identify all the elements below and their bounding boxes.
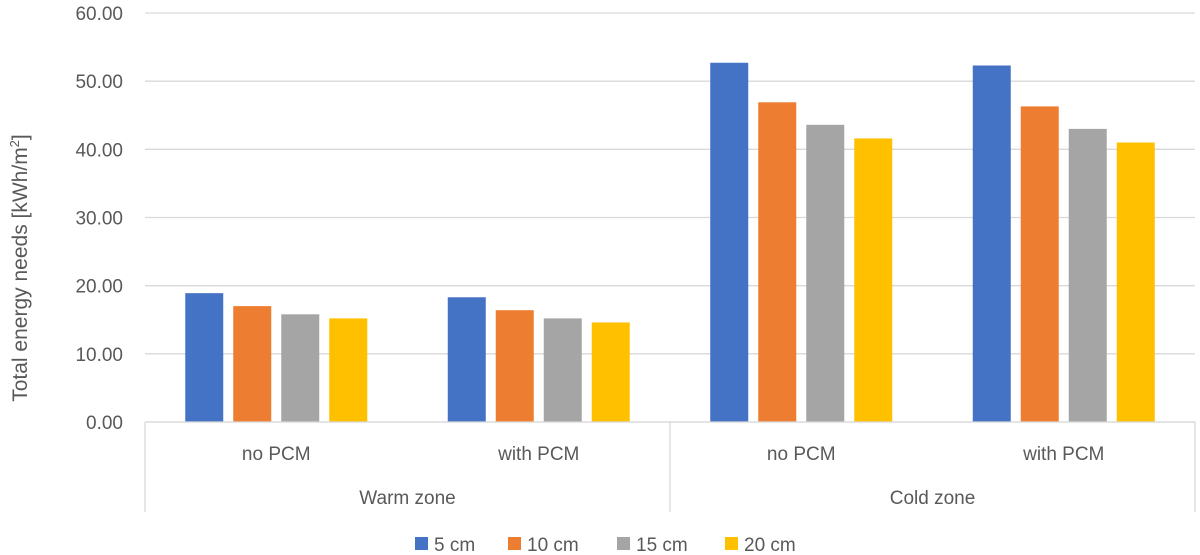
gridlines bbox=[145, 12, 1195, 423]
y-tick-label: 60.00 bbox=[75, 4, 123, 25]
legend-label: 15 cm bbox=[636, 535, 688, 555]
bar-5-cm-0 bbox=[185, 293, 224, 422]
legend-label: 10 cm bbox=[527, 535, 579, 555]
x-axis: no PCM with PCM no PCM with PCM Warm zone Col… bbox=[144, 421, 1196, 512]
x-group-label: Cold zone bbox=[890, 488, 976, 509]
y-tick-label: 40.00 bbox=[75, 140, 123, 161]
x-category-label: no PCM bbox=[242, 444, 311, 465]
bar-10-cm-3 bbox=[1020, 106, 1059, 422]
bar-5-cm-1 bbox=[447, 297, 486, 422]
bar-15-cm-1 bbox=[543, 318, 582, 422]
bar-20-cm-1 bbox=[591, 322, 630, 422]
bar-10-cm-2 bbox=[758, 102, 797, 422]
y-tick-label: 50.00 bbox=[75, 72, 123, 93]
legend-swatch bbox=[725, 537, 738, 550]
y-tick-label: 20.00 bbox=[75, 277, 123, 298]
y-tick-label: 10.00 bbox=[75, 345, 123, 366]
y-axis-label: Total energy needs [kWh/m2] bbox=[7, 134, 32, 402]
y-tick-label: 0.00 bbox=[86, 413, 123, 434]
legend-label: 20 cm bbox=[744, 535, 796, 555]
x-category-label: with PCM bbox=[1022, 444, 1104, 465]
bar-10-cm-0 bbox=[233, 306, 272, 422]
bar-10-cm-1 bbox=[495, 310, 534, 422]
bar-15-cm-2 bbox=[806, 124, 845, 422]
legend-swatch bbox=[617, 537, 630, 550]
bar-15-cm-3 bbox=[1068, 128, 1107, 422]
y-axis-ticks: 0.00 10.00 20.00 30.00 40.00 50.00 60.00 bbox=[75, 4, 123, 434]
y-tick-label: 30.00 bbox=[75, 209, 123, 230]
bars bbox=[185, 62, 1155, 423]
legend-swatch bbox=[508, 537, 521, 550]
legend: 5 cm 10 cm 15 cm 20 cm bbox=[415, 535, 796, 555]
legend-swatch bbox=[415, 537, 428, 550]
bar-20-cm-3 bbox=[1116, 142, 1155, 422]
bar-20-cm-2 bbox=[854, 138, 893, 422]
bar-15-cm-0 bbox=[281, 314, 320, 422]
x-category-label: with PCM bbox=[497, 444, 579, 465]
legend-label: 5 cm bbox=[434, 535, 475, 555]
x-category-label: no PCM bbox=[767, 444, 836, 465]
bar-20-cm-0 bbox=[329, 318, 368, 422]
bar-5-cm-2 bbox=[710, 62, 749, 423]
bar-5-cm-3 bbox=[972, 65, 1011, 422]
x-group-label: Warm zone bbox=[359, 488, 455, 509]
